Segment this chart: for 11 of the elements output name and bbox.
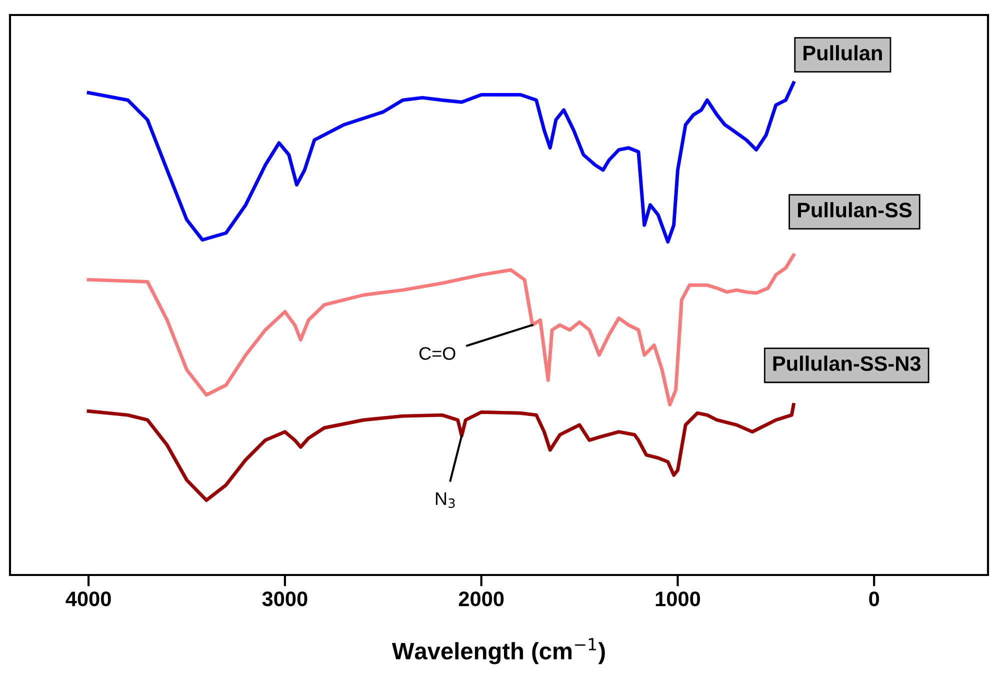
annotation: N$_{3}$ [436, 492, 455, 508]
x-tick-label: 1000 [656, 592, 700, 606]
x-tick-label: 4000 [66, 592, 111, 606]
x-tick-label: 2000 [458, 592, 504, 606]
series-label: Pullulan [804, 45, 882, 60]
x-axis-title: Wavelength (cm$^{−1}$) [392, 638, 605, 664]
x-tick-label: 3000 [262, 592, 308, 606]
x-tick-label: 0 [869, 592, 880, 606]
series-label: Pullulan-SS-N3 [773, 356, 921, 371]
series-label: Pullulan-SS [798, 202, 912, 218]
annotation: C=O [419, 347, 456, 360]
